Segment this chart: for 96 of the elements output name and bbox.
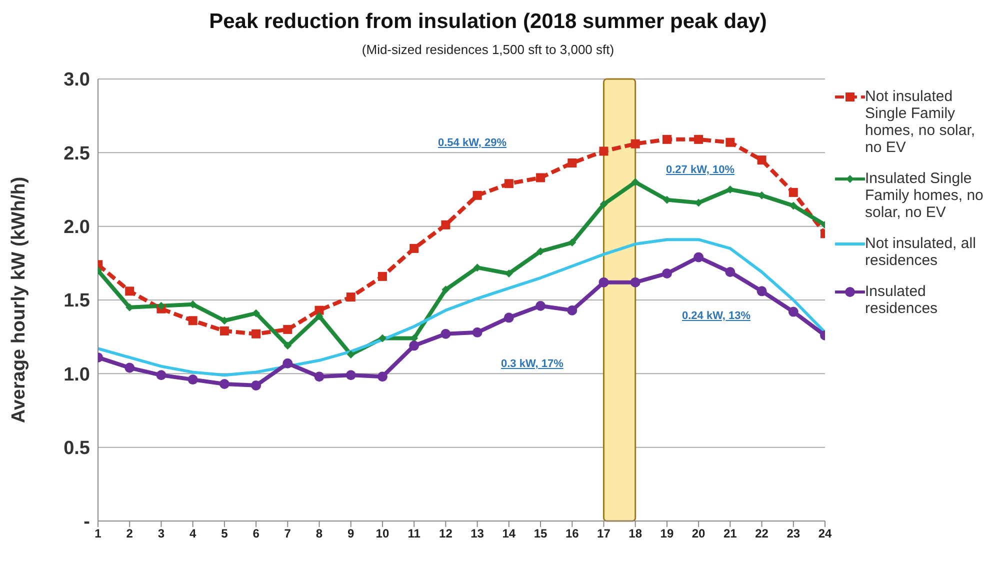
point — [568, 238, 576, 247]
point — [694, 252, 704, 262]
legend-label: Not insulated, all residences — [865, 235, 977, 269]
x-tick-label: 10 — [376, 526, 390, 541]
point — [156, 370, 166, 380]
chart-title: Peak reduction from insulation (2018 summer peak day) — [208, 10, 768, 34]
point — [756, 286, 767, 296]
point — [220, 326, 229, 336]
point — [252, 309, 260, 318]
y-tick-label: 3.0 — [64, 70, 90, 91]
x-tick-label: 3 — [158, 526, 165, 541]
x-tick-label: 13 — [470, 526, 484, 541]
point — [283, 324, 292, 334]
point — [378, 272, 387, 281]
x-tick-label: 17 — [597, 526, 611, 541]
x-tick-label: 5 — [221, 526, 228, 541]
point — [315, 312, 324, 320]
point — [188, 374, 198, 385]
point — [157, 302, 166, 310]
x-tick-label: 1 — [94, 526, 102, 541]
point — [568, 158, 577, 168]
y-tick-label: 0.5 — [64, 438, 90, 460]
x-tick-label: 19 — [660, 526, 674, 541]
point — [504, 312, 514, 323]
x-tick-label: 18 — [628, 526, 642, 541]
point — [219, 378, 230, 389]
y-tick-label: - — [84, 512, 90, 533]
point — [346, 350, 355, 359]
x-tick-label: 8 — [316, 526, 323, 541]
point — [536, 173, 546, 182]
point — [410, 244, 419, 253]
point — [662, 268, 672, 278]
point — [567, 305, 578, 316]
point — [631, 178, 640, 186]
x-tick-label: 2 — [126, 526, 134, 541]
x-tick-label: 22 — [755, 526, 769, 541]
legend-label: Insulated residences — [865, 283, 939, 317]
x-tick-label: 11 — [408, 526, 421, 541]
x-tick-label: 6 — [252, 526, 260, 541]
point — [789, 202, 798, 210]
x-tick-label: 20 — [692, 526, 706, 541]
point — [472, 190, 482, 200]
x-tick-label: 24 — [818, 526, 832, 541]
x-tick-label: 12 — [439, 526, 453, 541]
point — [377, 372, 388, 382]
point — [441, 220, 450, 230]
y-tick-label: 2.0 — [64, 217, 90, 238]
point — [409, 340, 420, 351]
point — [284, 342, 292, 350]
x-tick-label: 9 — [348, 526, 355, 541]
annotation: 0.24 kW, 13% — [682, 310, 750, 322]
y-tick-label: 1.5 — [64, 290, 90, 312]
point — [536, 300, 546, 311]
legend-label: Insulated Single Family homes, no solar, no EV — [865, 170, 984, 221]
point — [124, 362, 135, 373]
point — [662, 134, 672, 144]
point — [282, 358, 293, 368]
annotation: 0.54 kW, 29% — [438, 137, 506, 149]
point — [788, 188, 798, 197]
point — [252, 329, 261, 338]
x-tick-label: 16 — [565, 526, 580, 541]
x-tick-label: 23 — [786, 526, 800, 541]
point — [600, 200, 608, 208]
point — [125, 286, 134, 296]
y-tick-label: 2.5 — [64, 143, 90, 164]
point — [442, 286, 450, 294]
annotation: 0.27 kW, 10% — [666, 164, 734, 176]
y-tick-label: 1.0 — [64, 364, 90, 386]
x-tick-label: 7 — [284, 526, 292, 541]
point — [630, 277, 640, 288]
x-tick-label: 4 — [189, 526, 196, 541]
x-tick-label: 14 — [502, 526, 516, 541]
point — [378, 334, 386, 342]
point — [472, 327, 482, 338]
x-tick-label: 21 — [723, 526, 738, 541]
point — [788, 306, 798, 317]
point — [504, 179, 514, 188]
point — [314, 372, 324, 382]
y-axis-title: Average hourly kW (kWh/h) — [8, 176, 30, 424]
point — [694, 134, 704, 144]
point — [598, 277, 609, 288]
annotation: 0.3 kW, 17% — [501, 358, 564, 370]
x-tick-label: 15 — [534, 526, 548, 541]
point — [726, 138, 735, 147]
point — [188, 316, 198, 326]
chart-subtitle: (Mid-sized residences 1,500 sft to 3,000 sft) — [360, 42, 616, 57]
point — [346, 292, 356, 302]
point — [725, 267, 736, 278]
point — [440, 328, 451, 339]
point — [757, 156, 766, 165]
point — [630, 139, 640, 148]
line-series — [98, 238, 825, 377]
point — [599, 146, 608, 156]
point — [251, 380, 262, 390]
point — [346, 370, 356, 380]
legend-label: Not insulated Single Family homes, no solar, no EV — [865, 88, 976, 156]
